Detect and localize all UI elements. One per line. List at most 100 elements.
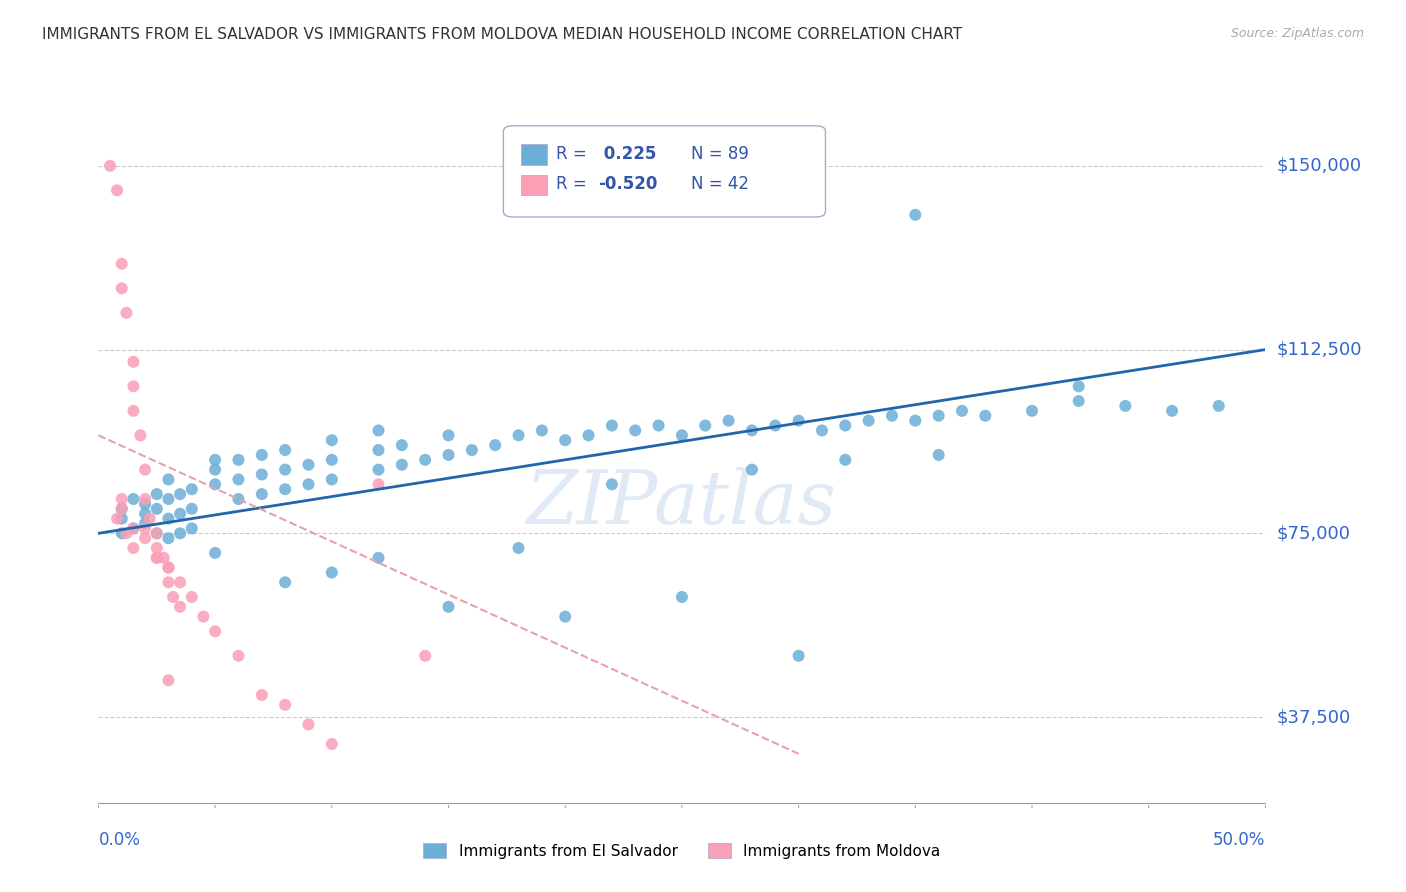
Point xyxy=(834,418,856,433)
Point xyxy=(157,673,180,688)
Point xyxy=(508,541,530,555)
Point xyxy=(367,424,389,438)
Point xyxy=(146,541,169,555)
Point xyxy=(146,526,169,541)
Point xyxy=(180,501,202,516)
Point xyxy=(763,418,786,433)
Point xyxy=(228,648,250,663)
Text: N = 42: N = 42 xyxy=(692,175,749,194)
Point xyxy=(134,491,156,506)
Point xyxy=(1161,404,1184,418)
Point xyxy=(250,448,273,462)
Point xyxy=(928,448,950,462)
Point xyxy=(250,688,273,702)
Point xyxy=(228,452,250,467)
Point xyxy=(391,438,413,452)
Text: Source: ZipAtlas.com: Source: ZipAtlas.com xyxy=(1230,27,1364,40)
Point xyxy=(834,452,856,467)
Point xyxy=(554,434,576,448)
Point xyxy=(274,482,297,496)
Point xyxy=(321,452,343,467)
Point xyxy=(146,550,169,565)
Point xyxy=(321,434,343,448)
Point xyxy=(274,698,297,712)
Point xyxy=(122,521,145,535)
Point xyxy=(647,418,669,433)
Point xyxy=(122,404,145,418)
Point xyxy=(146,550,169,565)
Point xyxy=(157,560,180,574)
Point xyxy=(134,462,156,476)
Point xyxy=(297,458,319,472)
Point xyxy=(484,438,506,452)
Point xyxy=(624,424,647,438)
Point xyxy=(391,458,413,472)
Point xyxy=(204,462,226,476)
Point xyxy=(157,575,180,590)
Point xyxy=(928,409,950,423)
Point xyxy=(671,590,693,604)
Point xyxy=(437,448,460,462)
Point xyxy=(204,452,226,467)
Point xyxy=(671,428,693,442)
Text: ZIPatlas: ZIPatlas xyxy=(526,467,838,540)
Point xyxy=(157,472,180,486)
Point xyxy=(274,462,297,476)
Point xyxy=(111,257,134,271)
Legend: Immigrants from El Salvador, Immigrants from Moldova: Immigrants from El Salvador, Immigrants … xyxy=(418,837,946,864)
Point xyxy=(122,355,145,369)
Point xyxy=(904,414,927,428)
Point xyxy=(228,472,250,486)
Point xyxy=(169,599,191,614)
Point xyxy=(122,491,145,506)
Point xyxy=(115,306,138,320)
Point xyxy=(111,281,134,295)
Point xyxy=(461,443,484,458)
Point xyxy=(111,501,134,516)
Text: IMMIGRANTS FROM EL SALVADOR VS IMMIGRANTS FROM MOLDOVA MEDIAN HOUSEHOLD INCOME C: IMMIGRANTS FROM EL SALVADOR VS IMMIGRANT… xyxy=(42,27,962,42)
Text: $112,500: $112,500 xyxy=(1277,341,1362,359)
Text: R =: R = xyxy=(555,175,592,194)
Point xyxy=(1021,404,1043,418)
Point xyxy=(530,424,553,438)
Point xyxy=(367,462,389,476)
Point xyxy=(228,491,250,506)
Point xyxy=(297,477,319,491)
Point xyxy=(554,609,576,624)
Point xyxy=(741,424,763,438)
Point xyxy=(98,159,121,173)
Point xyxy=(169,507,191,521)
Point xyxy=(169,487,191,501)
Point xyxy=(111,526,134,541)
Point xyxy=(157,531,180,545)
Point xyxy=(111,501,134,516)
Text: 50.0%: 50.0% xyxy=(1213,830,1265,848)
Point xyxy=(695,418,717,433)
Point xyxy=(134,516,156,531)
Text: 0.0%: 0.0% xyxy=(98,830,141,848)
Point xyxy=(321,472,343,486)
FancyBboxPatch shape xyxy=(520,144,547,165)
Point xyxy=(297,717,319,731)
Text: R =: R = xyxy=(555,145,592,162)
Text: N = 89: N = 89 xyxy=(692,145,749,162)
Point xyxy=(180,482,202,496)
Point xyxy=(811,424,834,438)
FancyBboxPatch shape xyxy=(520,175,547,195)
Point xyxy=(105,511,128,525)
FancyBboxPatch shape xyxy=(503,126,825,217)
Text: $75,000: $75,000 xyxy=(1277,524,1351,542)
Text: -0.520: -0.520 xyxy=(598,175,657,194)
Point xyxy=(974,409,997,423)
Point xyxy=(134,497,156,511)
Point xyxy=(111,491,134,506)
Point xyxy=(204,624,226,639)
Point xyxy=(880,409,903,423)
Text: $150,000: $150,000 xyxy=(1277,157,1361,175)
Point xyxy=(437,428,460,442)
Point xyxy=(578,428,600,442)
Point xyxy=(1114,399,1136,413)
Point xyxy=(204,477,226,491)
Text: $37,500: $37,500 xyxy=(1277,708,1351,726)
Point xyxy=(600,477,623,491)
